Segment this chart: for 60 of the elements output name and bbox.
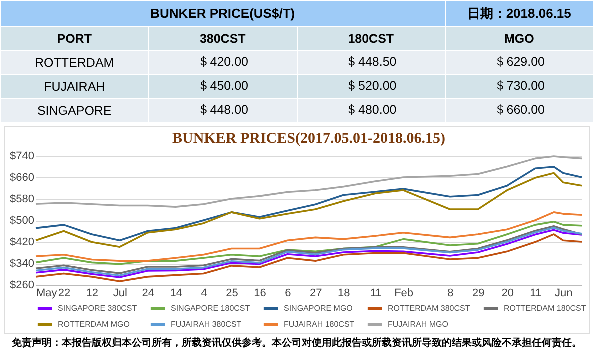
legend-label: SINGAPORE 380CST — [58, 304, 138, 313]
legend-label: FUJAIRAH MGO — [388, 320, 448, 329]
data-label: ＄660.00 — [445, 98, 594, 122]
data-label: ＄730.00 — [445, 74, 594, 98]
legend-label: FUJAIRAH 380CST — [171, 320, 242, 329]
category-label: FUJAIRAH — [0, 74, 149, 98]
x-tick-label: 11 — [530, 288, 542, 300]
legend-label: ROTTERDAM MGO — [58, 320, 130, 329]
text: PORT — [0, 26, 149, 50]
y-tick-label: $260 — [10, 280, 34, 292]
x-tick-label: 20 — [502, 288, 514, 300]
y-tick-label: $340 — [10, 258, 34, 270]
series-label: 180CST — [297, 26, 446, 50]
legend-label: ROTTERDAM 180CST — [504, 304, 586, 313]
x-tick-label: 27 — [310, 288, 322, 300]
category-label: ROTTERDAM — [0, 50, 149, 74]
data-label: ＄448.00 — [148, 98, 297, 122]
legend-label: FUJAIRAH 180CST — [284, 320, 355, 329]
x-tick-label: 14 — [170, 288, 182, 300]
legend-label: ROTTERDAM 380CST — [388, 304, 470, 313]
x-tick-label: 16 — [254, 288, 266, 300]
x-tick-label: 4 — [201, 288, 208, 300]
x-tick-label: 6 — [285, 288, 292, 300]
x-tick-label: May — [36, 288, 58, 300]
chart-title: BUNKER PRICES(2017.05.01-2018.06.15) — [172, 131, 446, 147]
y-tick-label: $420 — [10, 236, 34, 248]
line-series — [35, 172, 583, 248]
text: 日期：2018.06.15 — [445, 0, 594, 26]
text: 免责声明：本报告版权归本公司所有，所载资讯仅供参考。本公司对使用此报告或所载资讯所导致的结果或风险不承担任何责任。 — [11, 336, 583, 350]
series-label: MGO — [445, 26, 594, 50]
data-label: ＄450.00 — [148, 74, 297, 98]
legend-label: SINGAPORE MGO — [284, 304, 353, 313]
y-tick-label: $500 — [10, 215, 34, 227]
y-tick-label: $740 — [10, 150, 34, 162]
category-label: SINGAPORE — [0, 98, 149, 122]
legend-label: SINGAPORE 180CST — [171, 304, 250, 313]
x-tick-label: 25 — [226, 288, 238, 300]
x-tick-label: 22 — [58, 288, 71, 300]
data-label: ＄480.00 — [297, 98, 446, 122]
x-tick-label: 29 — [472, 288, 485, 300]
line-series — [35, 166, 583, 242]
y-tick-label: $660 — [10, 172, 34, 184]
x-tick-label: 18 — [338, 288, 350, 300]
x-tick-label: 8 — [448, 288, 454, 300]
y-tick-label: $580 — [10, 194, 34, 206]
text: BUNKER PRICE(US$/T) — [0, 0, 446, 26]
data-label: ＄520.00 — [297, 74, 446, 98]
series-label: 380CST — [148, 26, 297, 50]
x-tick-label: 11 — [370, 288, 382, 300]
data-label: ＄448.50 — [297, 50, 446, 74]
line-series — [35, 220, 583, 266]
data-label: ＄629.00 — [445, 50, 594, 74]
x-tick-label: 24 — [142, 288, 154, 300]
x-tick-label: Jun — [554, 288, 573, 300]
line-series — [35, 156, 583, 208]
line-series — [35, 212, 583, 262]
x-tick-label: Feb — [394, 288, 414, 300]
x-tick-label: 12 — [86, 288, 99, 300]
data-label: ＄420.00 — [148, 50, 297, 74]
x-tick-label: Jul — [113, 288, 128, 300]
